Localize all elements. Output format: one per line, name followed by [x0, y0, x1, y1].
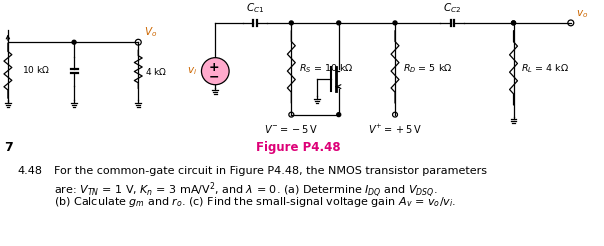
Circle shape	[337, 21, 341, 25]
Circle shape	[512, 21, 515, 25]
Text: +: +	[209, 61, 220, 74]
Text: −: −	[209, 71, 219, 83]
Text: (b) Calculate $g_m$ and $r_o$. (c) Find the small-signal voltage gain $A_v$ = $v: (b) Calculate $g_m$ and $r_o$. (c) Find …	[54, 195, 457, 209]
Text: $v_i$: $v_i$	[187, 65, 198, 77]
Text: 10 k$\Omega$: 10 k$\Omega$	[22, 64, 50, 75]
Circle shape	[337, 113, 341, 117]
Text: are: $V_{TN}$ = 1 V, $K_n$ = 3 mA/V$^2$, and $\lambda$ = 0. (a) Determine $I_{DQ: are: $V_{TN}$ = 1 V, $K_n$ = 3 mA/V$^2$,…	[54, 180, 438, 200]
Text: $V_o$: $V_o$	[144, 26, 158, 39]
Text: $C_{C2}$: $C_{C2}$	[443, 1, 461, 15]
Circle shape	[393, 21, 397, 25]
Text: $V^{+}=+5\,\mathrm{V}$: $V^{+}=+5\,\mathrm{V}$	[368, 123, 422, 137]
Text: $v_o$: $v_o$	[576, 8, 588, 20]
Circle shape	[72, 40, 76, 44]
Circle shape	[202, 58, 229, 85]
Text: $R_L$ = 4 k$\Omega$: $R_L$ = 4 k$\Omega$	[521, 62, 570, 75]
Text: 4 k$\Omega$: 4 k$\Omega$	[145, 66, 167, 77]
Text: Figure P4.48: Figure P4.48	[256, 141, 341, 154]
Text: $C_{C1}$: $C_{C1}$	[246, 1, 264, 15]
Text: For the common-gate circuit in Figure P4.48, the NMOS transistor parameters: For the common-gate circuit in Figure P4…	[54, 166, 487, 176]
Circle shape	[289, 21, 294, 25]
Text: $R_D$ = 5 k$\Omega$: $R_D$ = 5 k$\Omega$	[403, 62, 452, 75]
Text: 7: 7	[4, 141, 13, 154]
Circle shape	[512, 21, 515, 25]
Text: $R_S$ = 10 k$\Omega$: $R_S$ = 10 k$\Omega$	[299, 62, 354, 75]
Text: 4.48: 4.48	[18, 166, 43, 176]
Text: $V^{-}=-5\,\mathrm{V}$: $V^{-}=-5\,\mathrm{V}$	[265, 123, 318, 135]
